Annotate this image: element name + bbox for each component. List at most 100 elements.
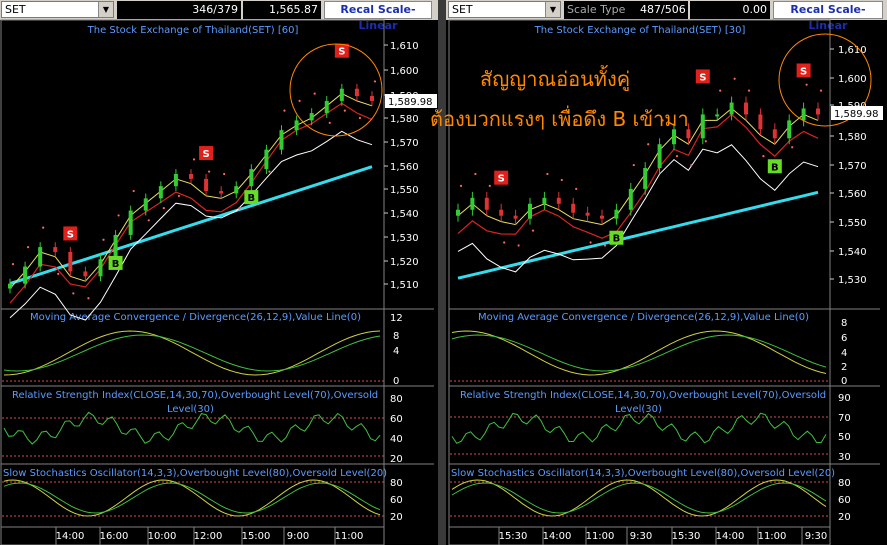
left-candle: [98, 259, 103, 277]
left-signal-label: S: [202, 149, 209, 160]
right-macd-tick-label: 0: [841, 376, 847, 387]
right-rsi-tick-label: 50: [838, 432, 851, 443]
left-signal-box: [244, 190, 259, 205]
left-time-label: 9:00: [287, 531, 309, 542]
right-candle: [542, 197, 547, 204]
right-macd-signal-line: [451, 334, 827, 372]
left-candle: [234, 186, 239, 194]
left-stop-dot: [87, 297, 90, 300]
right-signal-box: [609, 230, 624, 245]
left-price-tick-label: 1,580: [390, 114, 419, 125]
left-recal-scale-button[interactable]: Recal Scale-Linear: [324, 1, 432, 32]
left-time-axis: [0, 526, 385, 545]
right-stop-dot: [819, 89, 823, 92]
right-price-tick-label: 1,600: [838, 74, 867, 85]
right-ma-mid-line: [457, 144, 819, 273]
right-rsi-title-2: Level(30): [615, 404, 662, 415]
left-stop-dot: [373, 80, 377, 83]
left-signal-label: S: [67, 229, 74, 240]
right-candle: [758, 114, 763, 130]
left-stop-dot: [26, 245, 30, 249]
right-stop-dot: [747, 89, 751, 92]
left-rsi-tick-label: 60: [390, 414, 403, 425]
left-ma-fast-line: [9, 93, 373, 289]
left-candle: [158, 186, 163, 199]
right-price-tick-label: 1,610: [838, 45, 867, 56]
left-candle: [173, 174, 178, 187]
annotation-line-2: ต้องบวกแรงๆ เพื่อดึง B เข้ามา: [430, 105, 689, 131]
right-stoch-title: Slow Stochastics Oscillator(14,3,3),Over…: [451, 468, 835, 479]
left-rsi-tick-label: 20: [390, 454, 403, 465]
left-candle: [309, 113, 314, 121]
left-highlight-circle: [289, 43, 383, 137]
right-signal-box: [767, 159, 782, 174]
right-rsi-tick-label: 90: [838, 393, 851, 404]
right-candle: [744, 102, 748, 115]
right-price-tick-label: 1,570: [838, 161, 867, 172]
left-candle: [143, 198, 148, 211]
left-macd-tick-label: 8: [393, 331, 399, 342]
left-price-tick-label: 1,530: [390, 233, 419, 244]
left-symbol-select[interactable]: SET ▼: [1, 1, 114, 18]
right-candle: [715, 114, 720, 117]
chevron-down-icon[interactable]: ▼: [545, 2, 560, 17]
right-candle: [672, 129, 676, 145]
left-candle: [23, 266, 28, 284]
right-stop-dot: [575, 187, 578, 190]
left-candle: [279, 130, 284, 150]
left-candle: [8, 283, 12, 289]
left-stop-dot: [177, 194, 181, 198]
left-candle: [83, 271, 88, 277]
right-stop-dot: [474, 172, 477, 176]
right-signal-box: [494, 170, 509, 185]
right-signal-box: [695, 69, 710, 84]
left-candle: [189, 174, 193, 179]
right-symbol-value: SET: [452, 3, 473, 16]
right-stop-dot: [517, 244, 520, 247]
right-macd-tick-label: 8: [841, 318, 847, 329]
left-stop-dot: [313, 92, 316, 95]
right-candle: [801, 108, 806, 121]
left-time-label: 16:00: [100, 531, 129, 542]
right-highlight-circle: [778, 33, 872, 127]
right-last-value: 0.00: [690, 1, 770, 19]
left-signal-label: B: [112, 259, 120, 270]
right-stop-dot: [632, 163, 635, 167]
left-price-tick-label: 1,570: [390, 138, 419, 149]
left-stoch-tick-label: 20: [390, 512, 403, 523]
left-stop-dot: [268, 170, 271, 173]
right-macd-tick-label: 2: [841, 362, 847, 373]
right-scale-type-cell: [564, 1, 688, 19]
right-signal-label: S: [800, 66, 807, 77]
right-candle: [528, 203, 532, 219]
left-stop-dot: [358, 116, 362, 120]
right-ma-fast-line: [457, 107, 819, 226]
left-macd-tick-label: 0: [393, 376, 399, 387]
right-symbol-select[interactable]: SET ▼: [448, 1, 561, 18]
right-rsi-title: Relative Strength Index(CLOSE,14,30,70),…: [460, 390, 826, 401]
right-stoch-tick-label: 60: [838, 495, 851, 506]
left-candle: [53, 247, 58, 252]
left-price-tick-label: 1,550: [390, 185, 419, 196]
right-stop-dot: [762, 155, 765, 158]
left-counter: 346/379: [117, 1, 241, 19]
left-candle: [113, 234, 118, 260]
right-stop-dot: [733, 77, 736, 80]
left-current-price-box: [385, 94, 437, 108]
left-chart-panel: The Stock Exchange of Thailand(SET) [60]…: [0, 19, 437, 545]
right-stop-dot: [603, 244, 607, 247]
left-price-tick-label: 1,610: [390, 41, 419, 52]
right-recal-scale-button[interactable]: Recal Scale-Linear: [773, 1, 883, 32]
chevron-down-icon[interactable]: ▼: [98, 2, 113, 17]
left-stop-dot: [117, 214, 120, 217]
right-rsi-tick-label: 30: [838, 452, 851, 463]
left-candle: [294, 120, 299, 131]
left-ma-mid-line: [9, 130, 373, 321]
right-stop-dot: [690, 163, 693, 167]
left-stoch-tick-label: 80: [390, 478, 403, 489]
right-time-label: 15:30: [672, 531, 701, 542]
left-candle: [204, 178, 209, 192]
left-rsi-tick-label: 40: [390, 434, 403, 445]
right-candle: [816, 108, 820, 115]
